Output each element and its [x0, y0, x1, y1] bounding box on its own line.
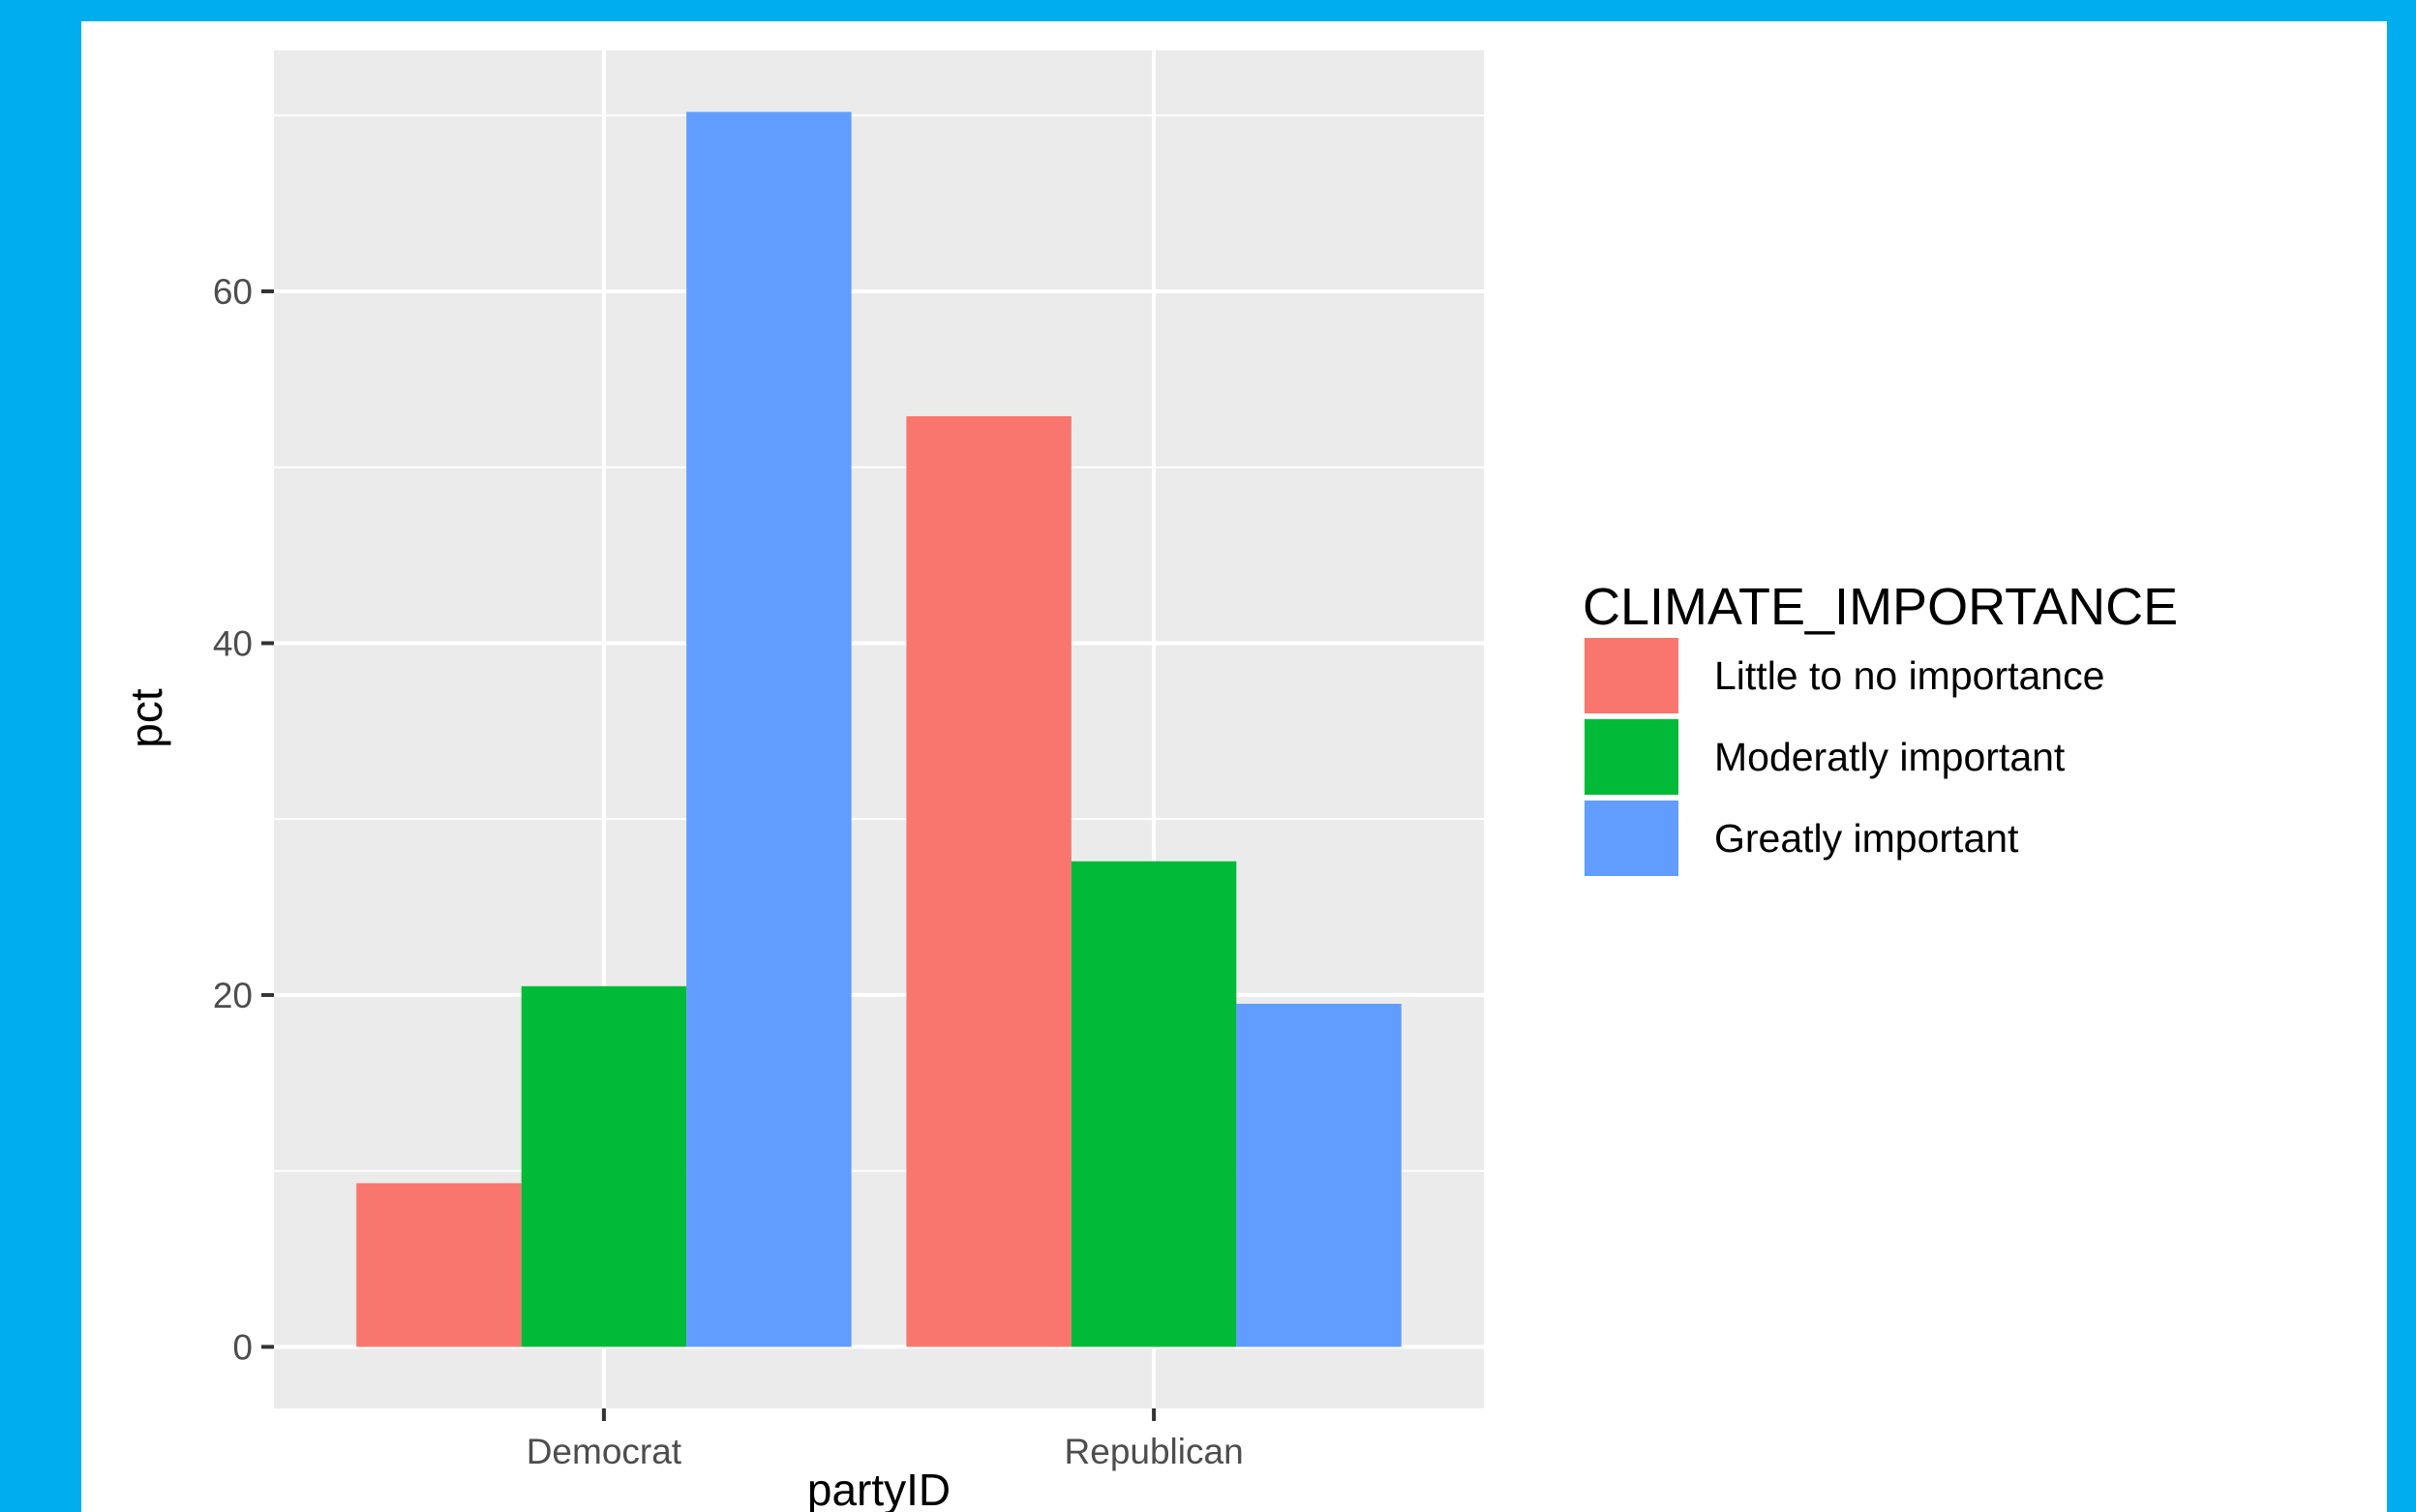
- legend-label: Moderatly important: [1714, 735, 2066, 779]
- bars: [356, 111, 1402, 1347]
- y-tick-label: 60: [213, 272, 253, 312]
- bar: [906, 416, 1072, 1347]
- y-axis: 0 20 40 60: [213, 272, 274, 1367]
- legend-key: [1585, 801, 1678, 876]
- y-axis-title: pct: [121, 688, 171, 748]
- x-axis: Democrat Republican: [527, 1408, 1244, 1471]
- legend-title: CLIMATE_IMPORTANCE: [1583, 578, 2178, 636]
- y-tick-label: 0: [232, 1327, 253, 1367]
- legend-items: Little to no importance Moderatly importa…: [1585, 638, 2104, 876]
- plot-frame: 0 20 40 60 Democrat Republican partyID pct C…: [81, 21, 2387, 1512]
- legend-key: [1585, 638, 1678, 713]
- bar: [1236, 1004, 1402, 1347]
- y-tick-label: 20: [213, 976, 253, 1015]
- bar: [686, 111, 852, 1347]
- bar: [1071, 861, 1237, 1347]
- bar: [356, 1183, 522, 1347]
- y-tick-label: 40: [213, 623, 253, 663]
- x-tick-label: Democrat: [527, 1432, 682, 1471]
- legend: CLIMATE_IMPORTANCE Little to no importan…: [1583, 578, 2178, 876]
- legend-label: Greatly important: [1714, 816, 2019, 861]
- legend-key: [1585, 719, 1678, 795]
- bar: [521, 985, 687, 1347]
- x-tick-label: Republican: [1065, 1432, 1244, 1471]
- bar-chart: 0 20 40 60 Democrat Republican partyID pct C…: [121, 50, 2178, 1512]
- legend-label: Little to no importance: [1714, 653, 2104, 698]
- x-axis-title: partyID: [807, 1465, 951, 1512]
